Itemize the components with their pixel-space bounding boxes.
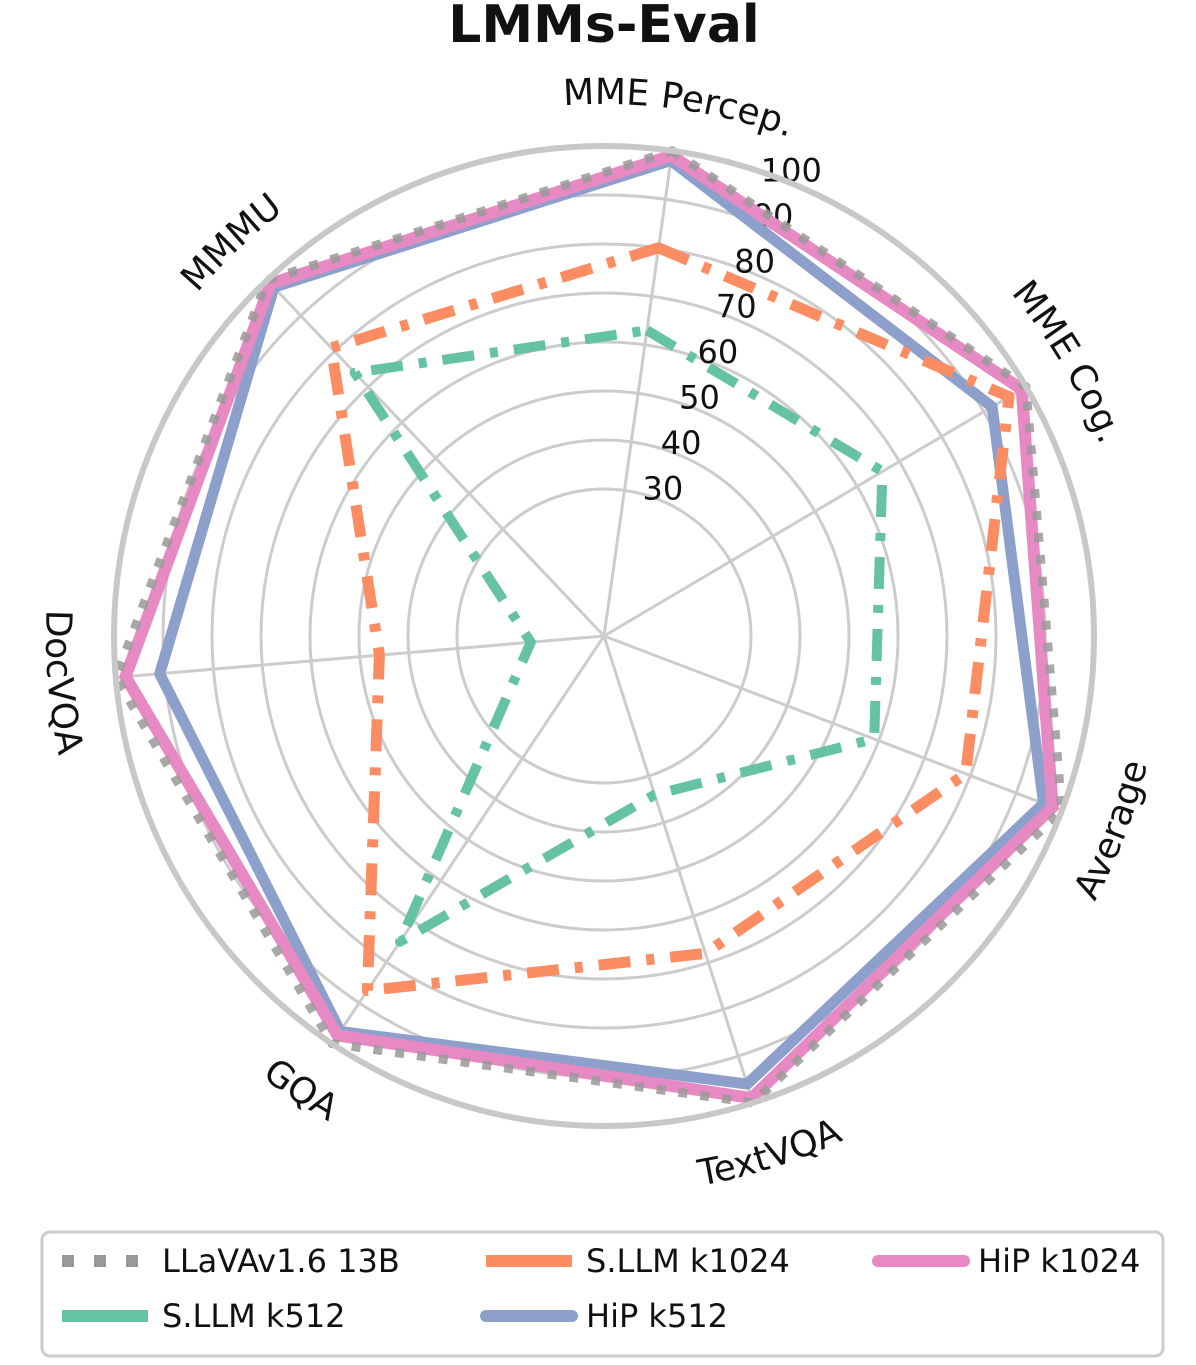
spoke-average xyxy=(603,634,1063,812)
point-s-llm-k1024-docvqa xyxy=(378,654,380,656)
legend-label-llavav1-6-13b: LLaVAv1.6 13B xyxy=(162,1242,400,1280)
point-s-llm-k512-textvqa xyxy=(654,794,656,796)
point-hip-k1024-average xyxy=(1052,806,1054,808)
point-s-llm-k512-average xyxy=(873,738,875,740)
data-series xyxy=(111,146,1067,1108)
point-hip-k512-average xyxy=(1043,803,1045,805)
point-s-llm-k512-docvqa xyxy=(530,641,532,643)
point-s-llm-k1024-textvqa xyxy=(704,952,706,954)
axis-label-mme-percep: MME Percep. xyxy=(562,72,800,146)
series-s-llm-k512 xyxy=(349,325,888,947)
tick-label-50: 50 xyxy=(679,379,720,417)
legend-label-s-llm-k1024: S.LLM k1024 xyxy=(586,1242,790,1280)
tick-label-30: 30 xyxy=(642,469,683,507)
axis-label-docvqa: DocVQA xyxy=(37,609,91,758)
grid-ring-50 xyxy=(357,389,851,883)
grid-ring-80 xyxy=(210,242,998,1030)
series-s-llm-k1024 xyxy=(325,242,1015,997)
grid-ring-40 xyxy=(406,438,802,834)
point-hip-k1024-gqa xyxy=(337,1034,339,1036)
chart-title: LMMs-Eval xyxy=(448,0,760,55)
series-hip-k1024 xyxy=(119,149,1059,1105)
legend: LLaVAv1.6 13B S.LLM k1024 HiP k1024 S.LLM k… xyxy=(40,1230,1165,1358)
spoke-docvqa xyxy=(115,634,605,679)
point-hip-k512-docvqa xyxy=(159,673,161,675)
outer-ring xyxy=(111,143,1097,1129)
point-s-llm-k512-mme-percep xyxy=(646,329,648,331)
spoke-textvqa xyxy=(602,635,755,1104)
point-hip-k512-mme-cog xyxy=(991,406,993,408)
radar-spokes xyxy=(115,150,1063,1104)
spoke-mmmu xyxy=(266,279,606,638)
point-hip-k1024-docvqa xyxy=(125,676,127,678)
legend-label-hip-k512: HiP k512 xyxy=(586,1297,728,1335)
legend-label-s-llm-k512: S.LLM k512 xyxy=(162,1297,346,1335)
point-s-llm-k512-gqa xyxy=(399,941,401,943)
tick-label-40: 40 xyxy=(661,424,702,462)
point-s-llm-k1024-gqa xyxy=(366,990,368,992)
point-s-llm-k512-mme-cog xyxy=(881,471,883,473)
point-s-llm-k1024-mmmu xyxy=(330,347,332,349)
axis-label-gqa: GQA xyxy=(256,1051,345,1130)
legend-label-hip-k1024: HiP k1024 xyxy=(978,1242,1140,1280)
spoke-gqa xyxy=(330,635,606,1045)
spoke-mme-cog xyxy=(603,385,1027,638)
point-hip-k512-textvqa xyxy=(746,1083,748,1085)
grid-ring-30 xyxy=(455,487,753,785)
axis-labels: MME Percep.MME Cog.AverageTextVQAGQADocV… xyxy=(37,72,1156,1195)
point-s-llm-k1024-average xyxy=(965,773,967,775)
tick-label-80: 80 xyxy=(734,242,775,280)
tick-label-70: 70 xyxy=(716,288,757,326)
axis-label-textvqa: TextVQA xyxy=(694,1111,848,1195)
point-s-llm-k512-mmmu xyxy=(354,372,356,374)
tick-label-60: 60 xyxy=(698,333,739,371)
grid-ring-70 xyxy=(259,291,949,981)
spoke-mme-percep xyxy=(602,150,674,637)
grid-ring-100 xyxy=(111,143,1097,1129)
point-s-llm-k1024-mme-cog xyxy=(1008,396,1010,398)
axis-label-average: Average xyxy=(1066,756,1156,906)
point-s-llm-k1024-mme-percep xyxy=(658,247,660,249)
grid-ring-60 xyxy=(308,340,900,932)
